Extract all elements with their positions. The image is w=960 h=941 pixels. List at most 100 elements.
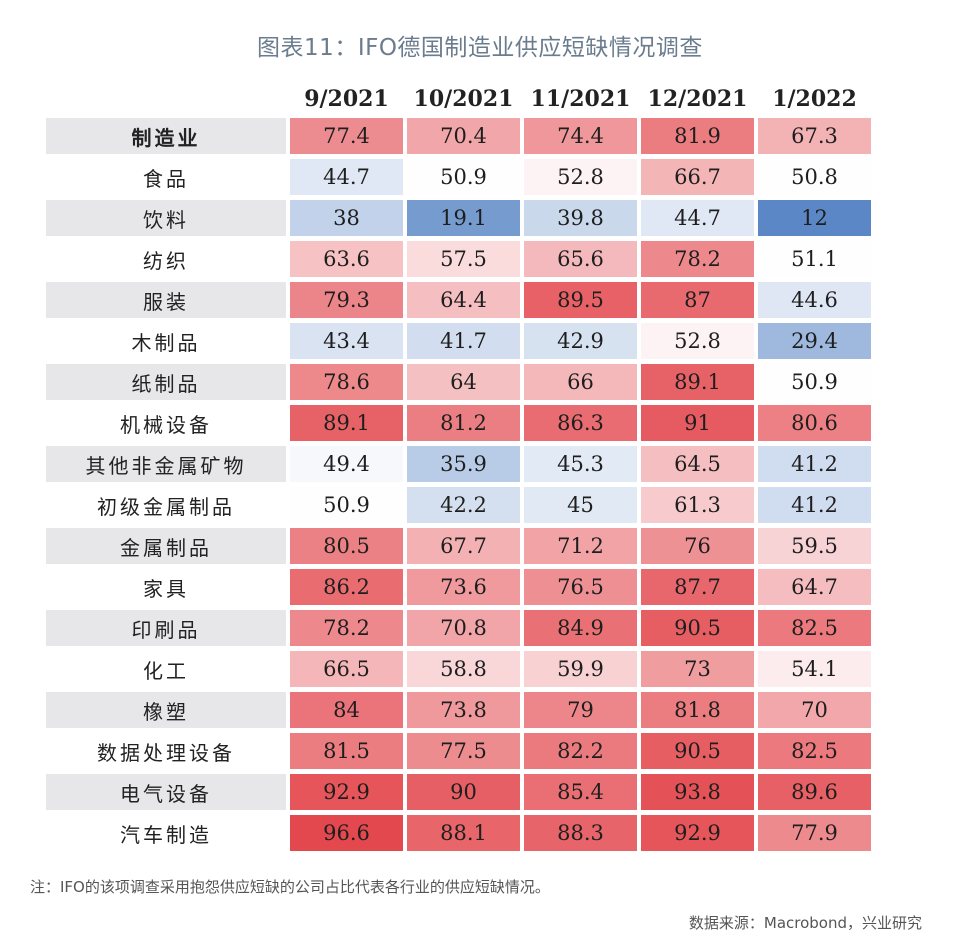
heatmap-cell: 44.7 — [290, 159, 403, 195]
heatmap-cell: 71.2 — [524, 528, 637, 564]
table-row: 饮料 38 19.1 39.8 44.7 12 — [46, 200, 871, 236]
heatmap-cell: 50.9 — [290, 487, 403, 523]
heatmap-cell: 63.6 — [290, 241, 403, 277]
column-header: 9/2021 — [304, 86, 389, 112]
heatmap-cell: 88.3 — [524, 815, 637, 851]
heatmap-cell: 81.9 — [641, 118, 754, 154]
table-row: 化工 66.5 58.8 59.9 73 54.1 — [46, 651, 871, 687]
row-label: 食品 — [46, 159, 286, 195]
heatmap-cell: 73 — [641, 651, 754, 687]
column-header: 11/2021 — [530, 86, 631, 112]
heatmap-cell: 61.3 — [641, 487, 754, 523]
row-label: 服装 — [46, 282, 286, 318]
chart-title: 图表11：IFO德国制造业供应短缺情况调查 — [257, 35, 703, 61]
heatmap-cell: 73.8 — [407, 692, 520, 728]
heatmap-cell: 43.4 — [290, 323, 403, 359]
heatmap-cell: 77.4 — [290, 118, 403, 154]
row-label: 木制品 — [46, 323, 286, 359]
heatmap-cell: 77.9 — [758, 815, 871, 851]
heatmap-cell: 35.9 — [407, 446, 520, 482]
heatmap-cell: 51.1 — [758, 241, 871, 277]
heatmap-cell: 88.1 — [407, 815, 520, 851]
heatmap-cell: 52.8 — [524, 159, 637, 195]
table-row: 服装 79.3 64.4 89.5 87 44.6 — [46, 282, 871, 318]
heatmap-cell: 57.5 — [407, 241, 520, 277]
heatmap-cell: 85.4 — [524, 774, 637, 810]
heatmap-cell: 73.6 — [407, 569, 520, 605]
row-label: 金属制品 — [46, 528, 286, 564]
heatmap-cell: 89.6 — [758, 774, 871, 810]
table-row: 制造业 77.4 70.4 74.4 81.9 67.3 — [46, 118, 871, 154]
heatmap-cell: 67.7 — [407, 528, 520, 564]
heatmap-cell: 50.9 — [407, 159, 520, 195]
row-label: 制造业 — [46, 118, 286, 154]
row-label: 化工 — [46, 651, 286, 687]
table-row: 电气设备 92.9 90 85.4 93.8 89.6 — [46, 774, 871, 810]
heatmap-cell: 91 — [641, 405, 754, 441]
heatmap-cell: 39.8 — [524, 200, 637, 236]
row-label: 汽车制造 — [46, 815, 286, 851]
heatmap-cell: 82.5 — [758, 733, 871, 769]
row-label: 印刷品 — [46, 610, 286, 646]
table-row: 初级金属制品 50.9 42.2 45 61.3 41.2 — [46, 487, 871, 523]
heatmap-cell: 78.2 — [641, 241, 754, 277]
row-label: 纸制品 — [46, 364, 286, 400]
heatmap-cell: 82.2 — [524, 733, 637, 769]
table-row: 汽车制造 96.6 88.1 88.3 92.9 77.9 — [46, 815, 871, 851]
heatmap-cell: 64.7 — [758, 569, 871, 605]
heatmap-cell: 81.5 — [290, 733, 403, 769]
heatmap-cell: 50.8 — [758, 159, 871, 195]
row-label: 纺织 — [46, 241, 286, 277]
row-label: 电气设备 — [46, 774, 286, 810]
heatmap-cell: 70 — [758, 692, 871, 728]
table-row: 家具 86.2 73.6 76.5 87.7 64.7 — [46, 569, 871, 605]
column-header: 12/2021 — [647, 86, 748, 112]
heatmap-cell: 93.8 — [641, 774, 754, 810]
table-row: 金属制品 80.5 67.7 71.2 76 59.5 — [46, 528, 871, 564]
heatmap-cell: 92.9 — [290, 774, 403, 810]
table-row: 食品 44.7 50.9 52.8 66.7 50.8 — [46, 159, 871, 195]
heatmap-cell: 64.4 — [407, 282, 520, 318]
table-row: 纺织 63.6 57.5 65.6 78.2 51.1 — [46, 241, 871, 277]
row-label: 饮料 — [46, 200, 286, 236]
heatmap-cell: 12 — [758, 200, 871, 236]
heatmap-cell: 59.5 — [758, 528, 871, 564]
heatmap-cell: 90.5 — [641, 610, 754, 646]
heatmap-cell: 70.8 — [407, 610, 520, 646]
heatmap-cell: 49.4 — [290, 446, 403, 482]
heatmap-cell: 76.5 — [524, 569, 637, 605]
heatmap-cell: 74.4 — [524, 118, 637, 154]
heatmap-cell: 86.2 — [290, 569, 403, 605]
footnote: 注：IFO的该项调查采用抱怨供应短缺的公司占比代表各行业的供应短缺情况。 — [30, 878, 550, 896]
row-label: 其他非金属矿物 — [46, 446, 286, 482]
row-label: 数据处理设备 — [46, 733, 286, 769]
table-row: 橡塑 84 73.8 79 81.8 70 — [46, 692, 871, 728]
heatmap-cell: 80.6 — [758, 405, 871, 441]
heatmap-cell: 38 — [290, 200, 403, 236]
row-label: 橡塑 — [46, 692, 286, 728]
heatmap-cell: 45.3 — [524, 446, 637, 482]
heatmap-cell: 96.6 — [290, 815, 403, 851]
heatmap-cell: 41.7 — [407, 323, 520, 359]
table-row: 机械设备 89.1 81.2 86.3 91 80.6 — [46, 405, 871, 441]
heatmap-cell: 19.1 — [407, 200, 520, 236]
heatmap-cell: 58.8 — [407, 651, 520, 687]
heatmap-cell: 65.6 — [524, 241, 637, 277]
heatmap-cell: 41.2 — [758, 446, 871, 482]
heatmap-cell: 78.6 — [290, 364, 403, 400]
column-header: 1/2022 — [772, 86, 857, 112]
row-label: 机械设备 — [46, 405, 286, 441]
corner-cell — [46, 85, 286, 113]
heatmap-cell: 81.2 — [407, 405, 520, 441]
heatmap-cell: 89.1 — [641, 364, 754, 400]
heatmap-cell: 78.2 — [290, 610, 403, 646]
heatmap-cell: 87 — [641, 282, 754, 318]
heatmap-cell: 66.7 — [641, 159, 754, 195]
row-label: 家具 — [46, 569, 286, 605]
heatmap-cell: 52.8 — [641, 323, 754, 359]
heatmap-cell: 41.2 — [758, 487, 871, 523]
heatmap-body: 制造业 77.4 70.4 74.4 81.9 67.3 食品 44.7 50.9 52.8 66.… — [46, 118, 871, 851]
heatmap-cell: 80.5 — [290, 528, 403, 564]
table-row: 数据处理设备 81.5 77.5 82.2 90.5 82.5 — [46, 733, 871, 769]
heatmap-cell: 67.3 — [758, 118, 871, 154]
